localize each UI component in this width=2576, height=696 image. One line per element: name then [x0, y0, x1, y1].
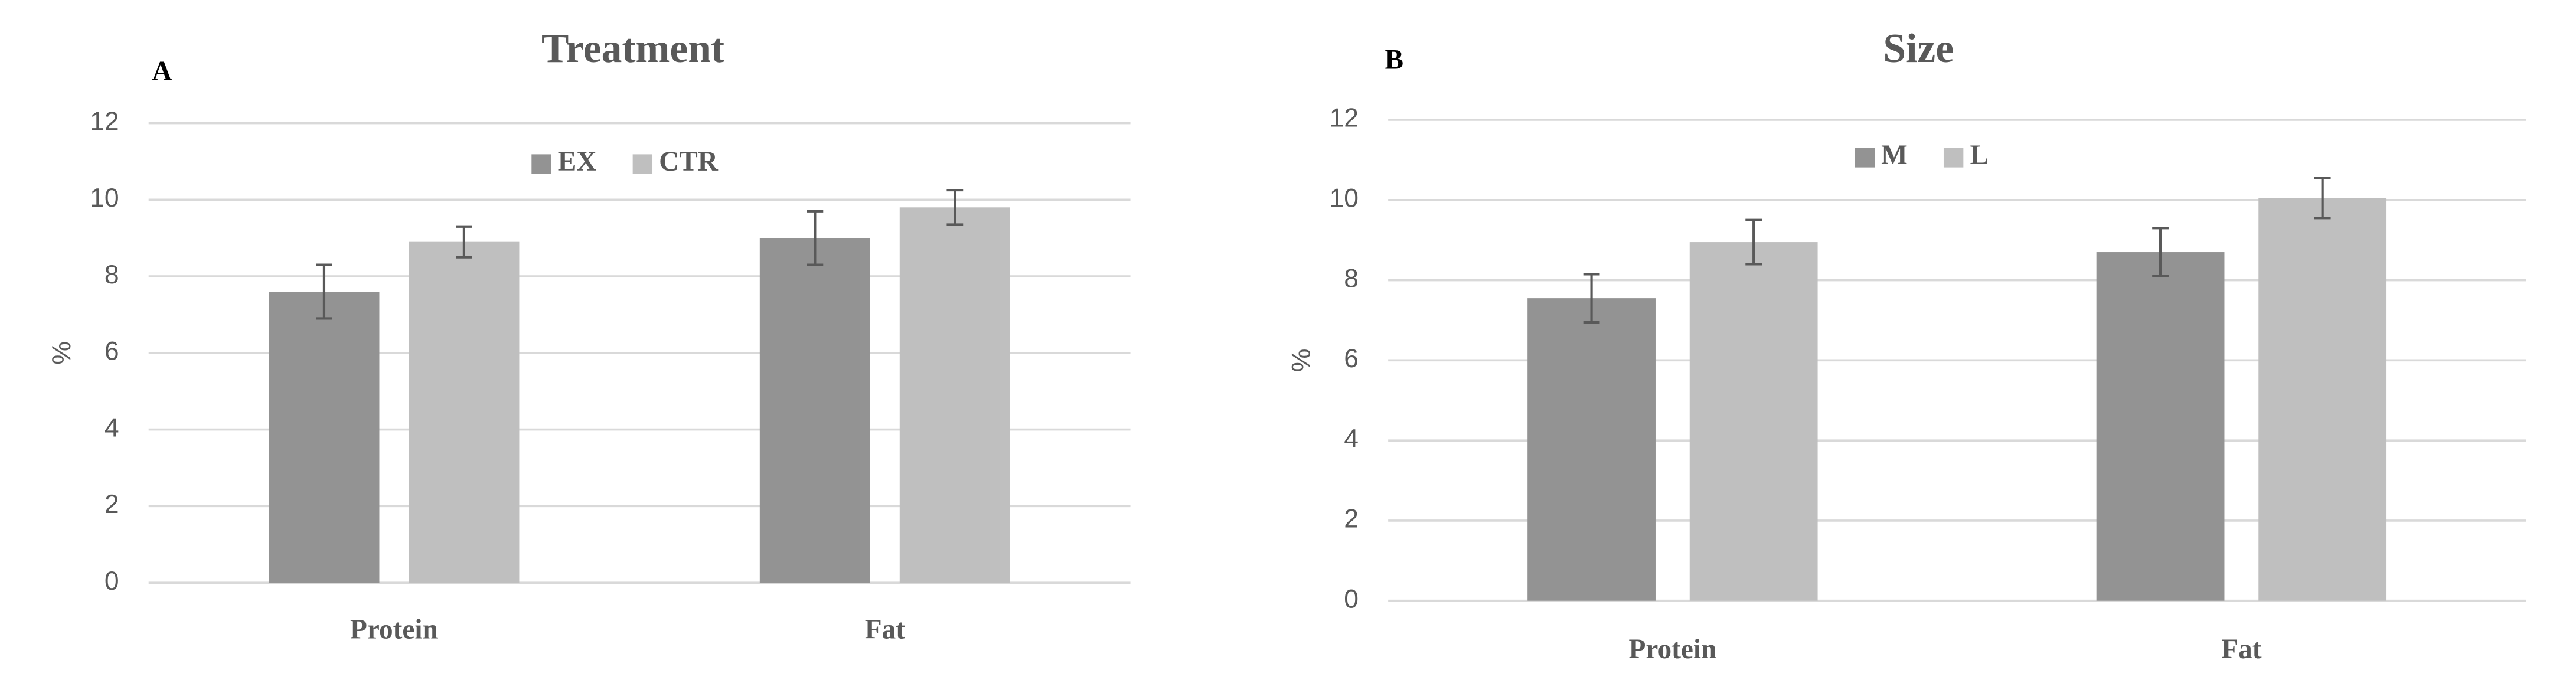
bar [899, 207, 1010, 583]
legend-label: EX [558, 146, 597, 177]
bar [2096, 252, 2225, 601]
legend-swatch [1943, 148, 1964, 168]
legend-swatch [632, 154, 653, 174]
legend-swatch [531, 154, 551, 174]
y-tick-label: 4 [105, 413, 119, 442]
error-bar [2152, 227, 2169, 277]
error-bar [316, 263, 332, 320]
x-tick-label: Protein [350, 614, 438, 645]
y-tick-label: 0 [1344, 584, 1359, 613]
legend-label: CTR [659, 146, 719, 177]
legend-label: L [1970, 140, 1989, 171]
y-tick-label: 12 [90, 107, 119, 136]
y-tick-label: 12 [1330, 104, 1359, 133]
error-bar [1745, 218, 1762, 266]
bar [1689, 242, 1818, 601]
x-tick-label: Fat [865, 614, 906, 645]
bar [409, 241, 520, 583]
chart-title: Size [1883, 26, 1954, 71]
legend-label: M [1881, 140, 1908, 171]
y-tick-label: 10 [90, 184, 119, 213]
chart-title: Treatment [541, 26, 724, 71]
panel-label: B [1385, 45, 1404, 76]
bar [269, 292, 380, 583]
error-bar [456, 225, 472, 259]
y-tick-label: 2 [105, 490, 119, 519]
bar [1527, 298, 1656, 601]
error-bar [2314, 177, 2331, 220]
panel-label: A [152, 56, 172, 87]
error-bar [1583, 273, 1600, 324]
y-tick-label: 0 [105, 567, 119, 596]
y-tick-label: 8 [1344, 264, 1359, 293]
x-tick-label: Protein [1628, 634, 1716, 665]
y-tick-label: 2 [1344, 505, 1359, 534]
y-tick-label: 10 [1330, 184, 1359, 213]
bar [759, 238, 870, 583]
legend-swatch [1855, 148, 1875, 168]
bar [2258, 198, 2387, 601]
error-bar [807, 210, 824, 266]
y-tick-label: 6 [1344, 344, 1359, 373]
y-tick-label: 4 [1344, 424, 1359, 453]
error-bar [946, 189, 964, 226]
y-tick-label: 8 [105, 260, 119, 289]
y-axis-label: % [47, 341, 76, 365]
y-axis-label: % [1287, 349, 1315, 372]
x-tick-label: Fat [2221, 634, 2262, 665]
y-tick-label: 6 [105, 337, 119, 366]
